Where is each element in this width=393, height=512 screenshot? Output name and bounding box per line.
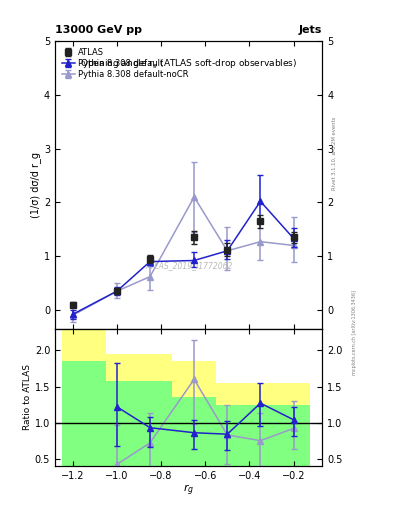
Text: mcplots.cern.ch [arXiv:1306.3436]: mcplots.cern.ch [arXiv:1306.3436] bbox=[352, 290, 357, 375]
Legend: ATLAS, Pythia 8.308 default, Pythia 8.308 default-noCR: ATLAS, Pythia 8.308 default, Pythia 8.30… bbox=[59, 45, 191, 81]
X-axis label: r$_g$: r$_g$ bbox=[183, 482, 194, 498]
Text: Rivet 3.1.10, ≥ 3.2M events: Rivet 3.1.10, ≥ 3.2M events bbox=[332, 117, 337, 190]
Text: Opening angle r$_g$ (ATLAS soft-drop observables): Opening angle r$_g$ (ATLAS soft-drop obs… bbox=[80, 58, 297, 71]
Text: ATLAS_2019_I1772062: ATLAS_2019_I1772062 bbox=[145, 261, 232, 270]
Y-axis label: (1/σ) dσ/d r_g: (1/σ) dσ/d r_g bbox=[30, 152, 41, 218]
Text: Jets: Jets bbox=[299, 25, 322, 35]
Y-axis label: Ratio to ATLAS: Ratio to ATLAS bbox=[23, 365, 32, 431]
Text: 13000 GeV pp: 13000 GeV pp bbox=[55, 25, 142, 35]
